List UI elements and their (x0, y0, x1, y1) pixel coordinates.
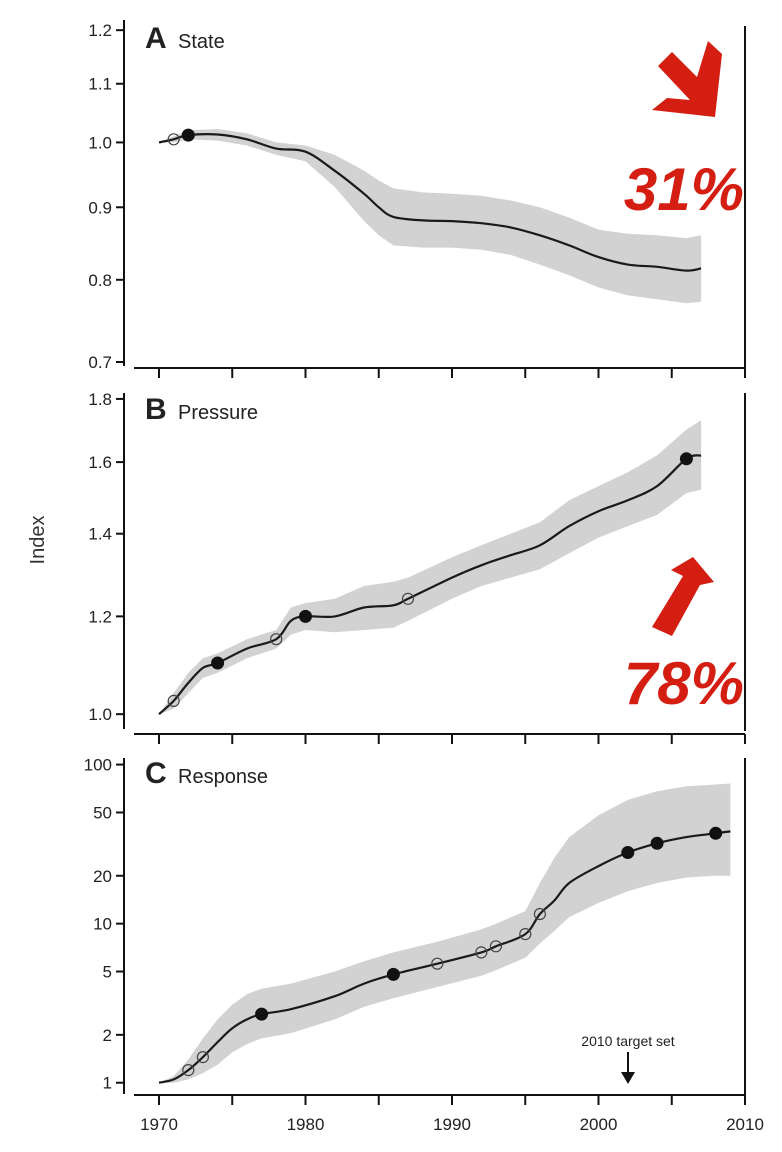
x-tick-label: 1970 (140, 1115, 178, 1134)
panel-title: Pressure (178, 402, 258, 424)
data-point-open (489, 940, 502, 953)
y-tick-label: 1.0 (88, 133, 112, 152)
panel-letter: C (145, 757, 167, 790)
increase-percent: 78% (624, 650, 744, 717)
panel-response: 1 2 5 10 20 50 100 1970 1980 1990 2000 2010 C Respons… (84, 756, 764, 1134)
data-point-open (431, 957, 444, 970)
target-annotation: 2010 target set (581, 1033, 675, 1084)
data-point-filled (621, 846, 635, 859)
data-point-filled (709, 826, 723, 840)
data-point-open (401, 592, 415, 605)
data-point-filled (679, 452, 693, 466)
y-tick-label: 1 (103, 1074, 112, 1093)
data-point-open (196, 1050, 209, 1064)
up-arrow-icon (652, 557, 714, 636)
target-arrow-icon (621, 1072, 635, 1084)
down-arrow-icon (652, 41, 722, 117)
index-line (158, 133, 702, 272)
data-point-filled (299, 609, 312, 623)
data-point-filled (211, 656, 225, 670)
y-tick-label: 2 (103, 1026, 112, 1045)
panel-title: State (178, 31, 225, 53)
confidence-band (159, 420, 702, 715)
y-tick-label: 0.9 (88, 198, 112, 217)
target-label: 2010 target set (581, 1033, 675, 1049)
panel-state: 0.7 0.8 0.9 1.0 1.1 1.2 A State (88, 20, 746, 378)
data-point-open (270, 633, 283, 646)
panel-letter: B (145, 393, 167, 426)
panel-letter: A (145, 22, 167, 55)
y-tick-label: 0.7 (88, 353, 112, 372)
x-tick-label: 2010 (726, 1115, 764, 1134)
data-point-filled (386, 967, 400, 981)
y-axis-label: Index (27, 516, 49, 565)
data-point-filled (255, 1007, 269, 1021)
confidence-band (159, 129, 702, 304)
y-tick-label: 1.8 (88, 390, 112, 409)
x-tick-label: 1990 (433, 1115, 471, 1134)
decline-annotation: 31% (624, 41, 744, 223)
data-point-open (475, 946, 488, 959)
increase-annotation: 78% (624, 557, 744, 717)
y-tick-label: 10 (93, 915, 112, 934)
x-tick-label: 2000 (580, 1115, 618, 1134)
data-point-open (519, 927, 532, 941)
y-tick-label: 5 (103, 963, 112, 982)
x-tick-label: 1980 (287, 1115, 325, 1134)
data-point-filled (650, 836, 664, 850)
data-point-open (167, 133, 180, 146)
y-tick-label: 100 (84, 756, 112, 775)
y-tick-label: 1.0 (88, 705, 112, 724)
confidence-band (159, 783, 731, 1083)
y-tick-label: 50 (93, 803, 112, 822)
data-point-filled (181, 128, 195, 142)
data-point-open (182, 1063, 195, 1077)
data-point-open (167, 694, 180, 708)
y-tick-label: 1.4 (88, 525, 112, 544)
decline-percent: 31% (624, 156, 744, 223)
y-tick-label: 20 (93, 867, 112, 886)
y-tick-label: 1.6 (88, 453, 112, 472)
y-tick-label: 1.1 (88, 75, 112, 94)
y-tick-label: 0.8 (88, 271, 112, 290)
y-tick-label: 1.2 (88, 21, 112, 40)
y-tick-label: 1.2 (88, 607, 112, 626)
data-point-open (533, 907, 547, 921)
panel-pressure: 1.0 1.2 1.4 1.6 1.8 B Pressure (88, 390, 746, 744)
panel-title: Response (178, 766, 268, 788)
